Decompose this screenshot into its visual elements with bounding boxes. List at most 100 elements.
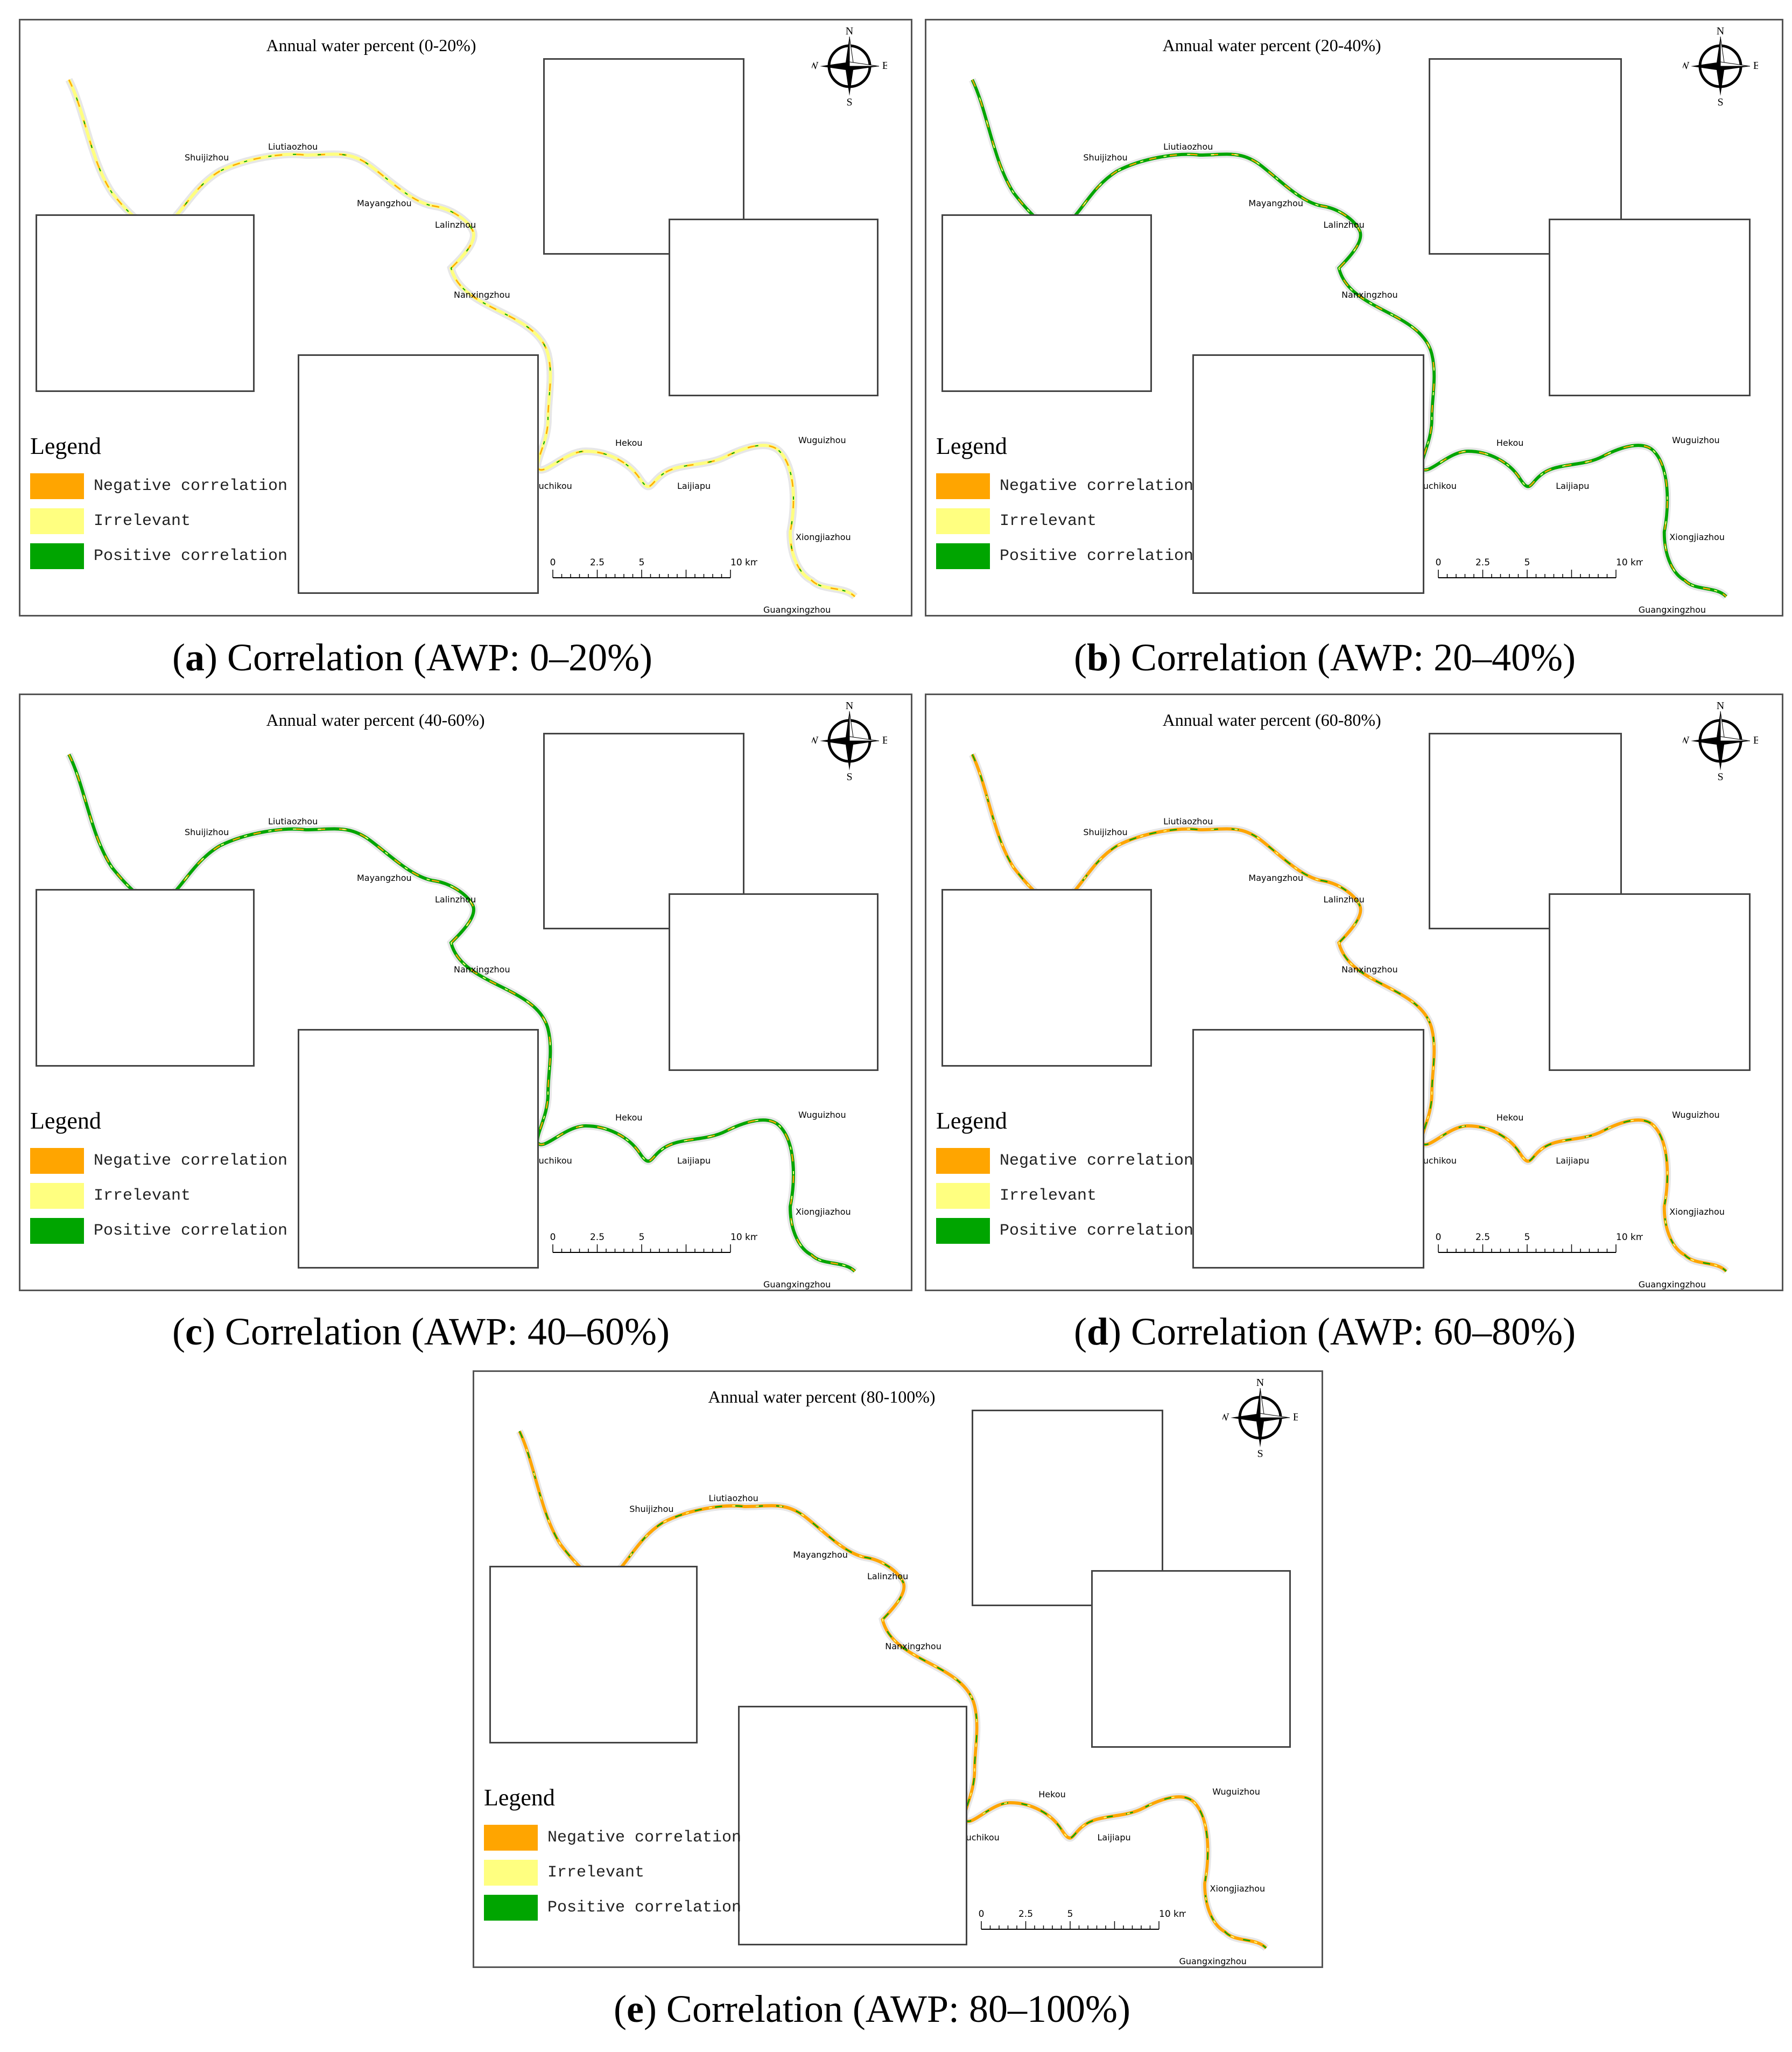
place-label: Liutiaozhou xyxy=(268,142,318,152)
scale-bar: 0 2.5 5 10 km xyxy=(1433,1228,1645,1269)
caption-letter: c xyxy=(185,1310,202,1353)
legend-swatch xyxy=(936,1148,990,1174)
place-label: Liutiaozhou xyxy=(1163,142,1213,152)
compass-w: W xyxy=(1683,60,1690,72)
place-label: Ouchikou xyxy=(532,481,572,491)
place-label: Shuijizhou xyxy=(629,1504,674,1514)
map-panel-d: Annual water percent (60-80%) Shuijizhou L… xyxy=(925,694,1783,1291)
legend-item: Positive correlation xyxy=(30,1217,287,1244)
map-panel-e: Annual water percent (80-100%) Shuijizhou… xyxy=(473,1370,1323,1968)
place-label: Ouchikou xyxy=(959,1832,1000,1843)
legend-item: Irrelevant xyxy=(30,1182,191,1209)
scale-tick-label: 5 xyxy=(1067,1909,1073,1920)
inset-map xyxy=(297,354,539,594)
place-label: Hekou xyxy=(1496,438,1524,448)
inset-map xyxy=(1549,219,1751,396)
compass-e: E xyxy=(1753,60,1758,72)
compass-s: S xyxy=(1717,771,1723,781)
place-label: Lalinzhou xyxy=(435,220,476,230)
place-label: Xiongjiazhou xyxy=(1669,1207,1725,1217)
place-label: Nanxingzhou xyxy=(1341,290,1398,300)
legend-item: Irrelevant xyxy=(484,1859,644,1886)
scale-tick-label: 5 xyxy=(639,557,645,568)
scale-tick-label: 0 xyxy=(1436,1232,1442,1243)
scale-tick-label: 10 km xyxy=(1616,1232,1643,1243)
legend-label: Negative correlation xyxy=(1000,477,1194,495)
caption-letter: e xyxy=(626,1987,644,2030)
place-label: Hekou xyxy=(1496,1112,1524,1123)
legend-label: Negative correlation xyxy=(94,1152,288,1170)
scale-tick-label: 2.5 xyxy=(590,1232,605,1243)
place-label: Nanxingzhou xyxy=(454,964,510,975)
legend-swatch xyxy=(30,473,84,499)
compass-n: N xyxy=(1256,1377,1264,1389)
place-label: Xiongjiazhou xyxy=(796,1207,851,1217)
place-label: Nanxingzhou xyxy=(885,1641,941,1651)
place-label: Laijiapu xyxy=(1556,481,1590,491)
compass-n: N xyxy=(846,26,853,37)
place-label: Lalinzhou xyxy=(1323,220,1365,230)
legend-label: Negative correlation xyxy=(94,477,288,495)
compass-w: W xyxy=(812,734,819,746)
scale-tick-label: 2.5 xyxy=(590,557,605,568)
legend-swatch xyxy=(30,543,84,569)
place-label: Shuijizhou xyxy=(1083,827,1128,837)
inset-map xyxy=(297,1029,539,1269)
legend-swatch xyxy=(30,1218,84,1244)
legend-item: Positive correlation xyxy=(936,543,1193,570)
scale-tick-label: 0 xyxy=(1436,557,1442,568)
legend-swatch xyxy=(936,543,990,569)
place-label: Wuguizhou xyxy=(798,1110,846,1120)
map-panel-a: Annual water percent (0-20%) Shuijizhou Li… xyxy=(19,19,912,617)
legend-swatch xyxy=(484,1860,538,1886)
legend-label: Irrelevant xyxy=(94,512,191,530)
scale-tick-label: 0 xyxy=(550,1232,556,1243)
place-label: Mayangzhou xyxy=(357,873,412,883)
compass-s: S xyxy=(1717,96,1723,107)
caption-letter: b xyxy=(1086,636,1109,679)
legend-swatch xyxy=(936,1183,990,1209)
inset-map xyxy=(941,214,1152,392)
place-label: Shuijizhou xyxy=(1083,152,1128,163)
north-arrow-icon: N S E W xyxy=(1679,25,1760,108)
legend-item: Negative correlation xyxy=(936,473,1193,500)
legend-label: Negative correlation xyxy=(1000,1152,1194,1170)
place-label: Guangxingzhou xyxy=(763,1279,831,1290)
place-label: Lalinzhou xyxy=(435,894,476,905)
place-label: Nanxingzhou xyxy=(454,290,510,300)
inset-map xyxy=(737,1706,968,1945)
place-label: Liutiaozhou xyxy=(1163,816,1213,827)
caption-letter: a xyxy=(185,636,205,679)
compass-n: N xyxy=(846,701,853,712)
panel-caption: (e) Correlation (AWP: 80–100%) xyxy=(614,1987,1130,2030)
map-title: Annual water percent (80-100%) xyxy=(708,1387,936,1406)
place-label: Ouchikou xyxy=(532,1155,572,1166)
compass-e: E xyxy=(1753,734,1758,746)
scale-tick-label: 0 xyxy=(550,557,556,568)
panel-caption: (a) Correlation (AWP: 0–20%) xyxy=(172,636,653,679)
place-label: Ouchikou xyxy=(1416,481,1457,491)
place-label: Guangxingzhou xyxy=(1179,1956,1247,1966)
legend-label: Positive correlation xyxy=(94,547,288,565)
scale-tick-label: 10 km xyxy=(1159,1909,1186,1920)
legend-item: Positive correlation xyxy=(484,1894,741,1921)
place-label: Laijiapu xyxy=(677,1155,711,1166)
scale-tick-label: 10 km xyxy=(1616,557,1643,568)
inset-map xyxy=(1549,893,1751,1071)
legend-swatch xyxy=(484,1825,538,1851)
inset-map xyxy=(668,219,879,396)
place-label: Hekou xyxy=(1038,1789,1066,1799)
place-label: Hekou xyxy=(615,438,643,448)
north-arrow-icon: N S E W xyxy=(809,25,889,108)
scale-tick-label: 5 xyxy=(1524,1232,1530,1243)
legend-item: Positive correlation xyxy=(936,1217,1193,1244)
map-title: Annual water percent (0-20%) xyxy=(266,36,476,55)
compass-s: S xyxy=(1257,1448,1263,1458)
legend-label: Irrelevant xyxy=(1000,512,1097,530)
compass-s: S xyxy=(846,96,852,107)
map-panel-c: Annual water percent (40-60%) Shuijizhou L… xyxy=(19,694,912,1291)
panel-caption: (d) Correlation (AWP: 60–80%) xyxy=(1074,1310,1576,1353)
legend-item: Irrelevant xyxy=(936,508,1097,535)
place-label: Wuguizhou xyxy=(1212,1787,1260,1797)
place-label: Hekou xyxy=(615,1112,643,1123)
